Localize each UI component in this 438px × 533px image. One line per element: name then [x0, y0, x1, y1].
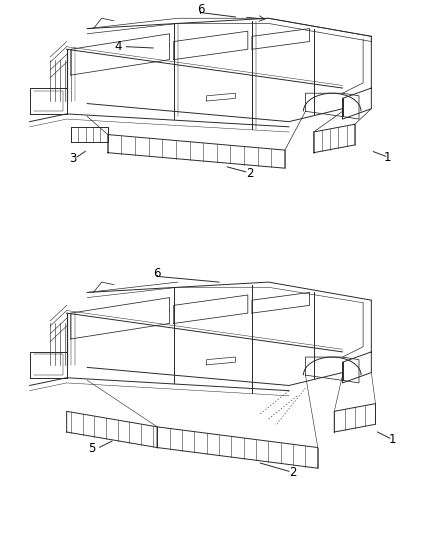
Text: 5: 5	[88, 442, 95, 455]
Text: 4: 4	[114, 40, 122, 53]
Text: 6: 6	[197, 3, 204, 15]
Text: 1: 1	[384, 151, 392, 164]
Text: 2: 2	[290, 466, 297, 479]
Text: 2: 2	[246, 167, 254, 180]
Text: 6: 6	[153, 267, 161, 280]
Text: 3: 3	[69, 152, 77, 165]
Text: 1: 1	[388, 433, 396, 446]
